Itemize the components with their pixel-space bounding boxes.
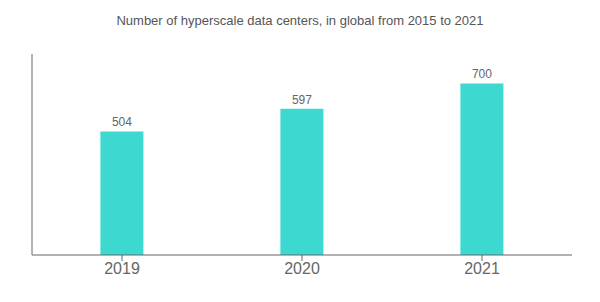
svg-text:2020: 2020	[284, 260, 320, 277]
svg-text:2021: 2021	[464, 260, 500, 277]
svg-text:504: 504	[112, 115, 132, 129]
svg-text:2019: 2019	[104, 260, 140, 277]
svg-text:597: 597	[292, 93, 312, 107]
html-text:Number of hyperscale data cent: Number of hyperscale data centers, in gl…	[116, 13, 484, 28]
svg-text:700: 700	[472, 67, 492, 81]
